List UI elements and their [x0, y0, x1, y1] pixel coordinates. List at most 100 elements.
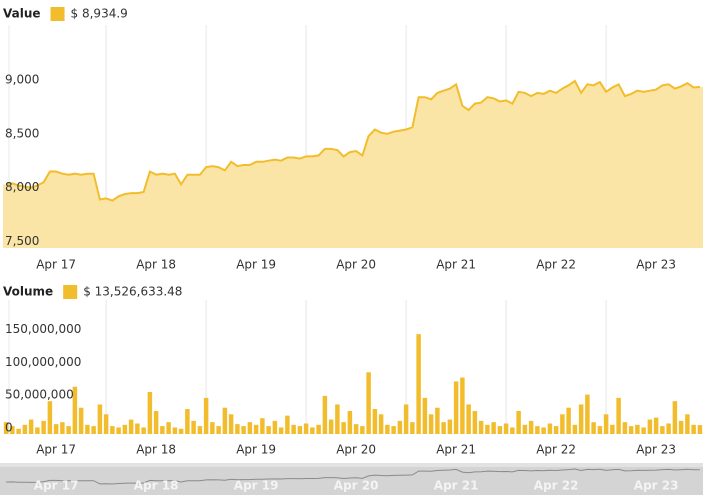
x-tick-label: Apr 19 [236, 258, 276, 272]
bar [628, 426, 634, 434]
bar [241, 426, 246, 434]
bar [297, 426, 303, 434]
y-tick-label: 150,000,000 [5, 322, 81, 336]
bar [78, 407, 84, 434]
bar [447, 419, 453, 434]
bar [16, 428, 21, 434]
x-tick-label: Apr 22 [536, 258, 576, 272]
bar [103, 414, 109, 434]
bar [460, 377, 465, 434]
legend-swatch [50, 7, 65, 21]
bar [247, 422, 253, 434]
bar [316, 424, 321, 434]
y-tick-label: 50,000,000 [5, 388, 74, 402]
bar [566, 407, 571, 434]
bar [278, 427, 284, 434]
bar [410, 422, 415, 434]
bar [272, 420, 278, 434]
y-tick-label: 7,500 [5, 234, 39, 248]
bar [572, 424, 578, 434]
bar [35, 427, 40, 434]
bar [116, 427, 121, 434]
bar [441, 422, 446, 434]
bar [491, 422, 496, 434]
bar [453, 381, 459, 434]
bar [435, 407, 440, 434]
bar [210, 422, 215, 434]
legend-title: Value [3, 7, 41, 21]
bar [97, 404, 103, 434]
bar [216, 426, 221, 434]
bar [691, 424, 696, 434]
bar [203, 397, 209, 434]
bar [528, 420, 534, 434]
bar [147, 391, 153, 434]
bar [47, 401, 53, 434]
bar [266, 426, 271, 434]
bar [635, 424, 640, 434]
x-tick-label: Apr 19 [236, 443, 276, 457]
bar [666, 423, 671, 434]
bar [28, 419, 34, 434]
bar [353, 424, 359, 434]
bar [303, 423, 309, 434]
bar [135, 423, 140, 434]
navigator [0, 463, 703, 495]
bar [372, 409, 378, 434]
navigator-label: Apr 18 [134, 479, 179, 493]
bar [685, 414, 690, 434]
bar [478, 420, 484, 434]
x-tick-label: Apr 18 [136, 443, 176, 457]
bar [322, 395, 328, 434]
bar [328, 419, 334, 434]
bar [53, 424, 59, 434]
bar [541, 427, 546, 434]
bar [585, 394, 590, 434]
bar [122, 424, 128, 434]
bar [260, 418, 265, 434]
navigator-label: Apr 17 [34, 479, 79, 493]
bar [622, 422, 628, 434]
bar [603, 414, 609, 434]
bar [166, 422, 171, 434]
navigator-label: Apr 23 [634, 479, 679, 493]
bar [360, 426, 365, 434]
x-tick-label: Apr 21 [436, 443, 476, 457]
bar [472, 411, 478, 434]
bar [222, 407, 228, 434]
bar [72, 386, 78, 434]
y-tick-label: 8,000 [5, 180, 39, 194]
navigator-label: Apr 21 [434, 479, 479, 493]
bar [591, 422, 596, 434]
navigator-label: Apr 19 [234, 479, 279, 493]
bar [60, 422, 65, 434]
x-tick-label: Apr 20 [336, 258, 376, 272]
bar [510, 427, 515, 434]
bar [535, 426, 540, 434]
bar [22, 424, 28, 434]
bar [672, 401, 678, 434]
navigator-label: Apr 20 [334, 479, 379, 493]
bar [178, 428, 184, 434]
bar [397, 420, 403, 434]
bar [285, 415, 290, 434]
bar [160, 426, 165, 434]
bar [10, 426, 15, 434]
value-line [5, 79, 700, 202]
bar [341, 422, 346, 434]
bar [678, 420, 684, 434]
bar [553, 426, 559, 434]
bar [503, 423, 509, 434]
area-fill [3, 81, 703, 248]
bar [428, 414, 434, 434]
bar [310, 427, 315, 434]
navigator-label: Apr 22 [534, 479, 579, 493]
bar [347, 411, 353, 434]
x-tick-label: Apr 20 [336, 443, 376, 457]
x-tick-label: Apr 23 [636, 258, 676, 272]
x-tick-label: Apr 17 [36, 258, 76, 272]
bar [197, 426, 203, 434]
bar [66, 426, 71, 434]
legend-swatch [63, 285, 78, 299]
